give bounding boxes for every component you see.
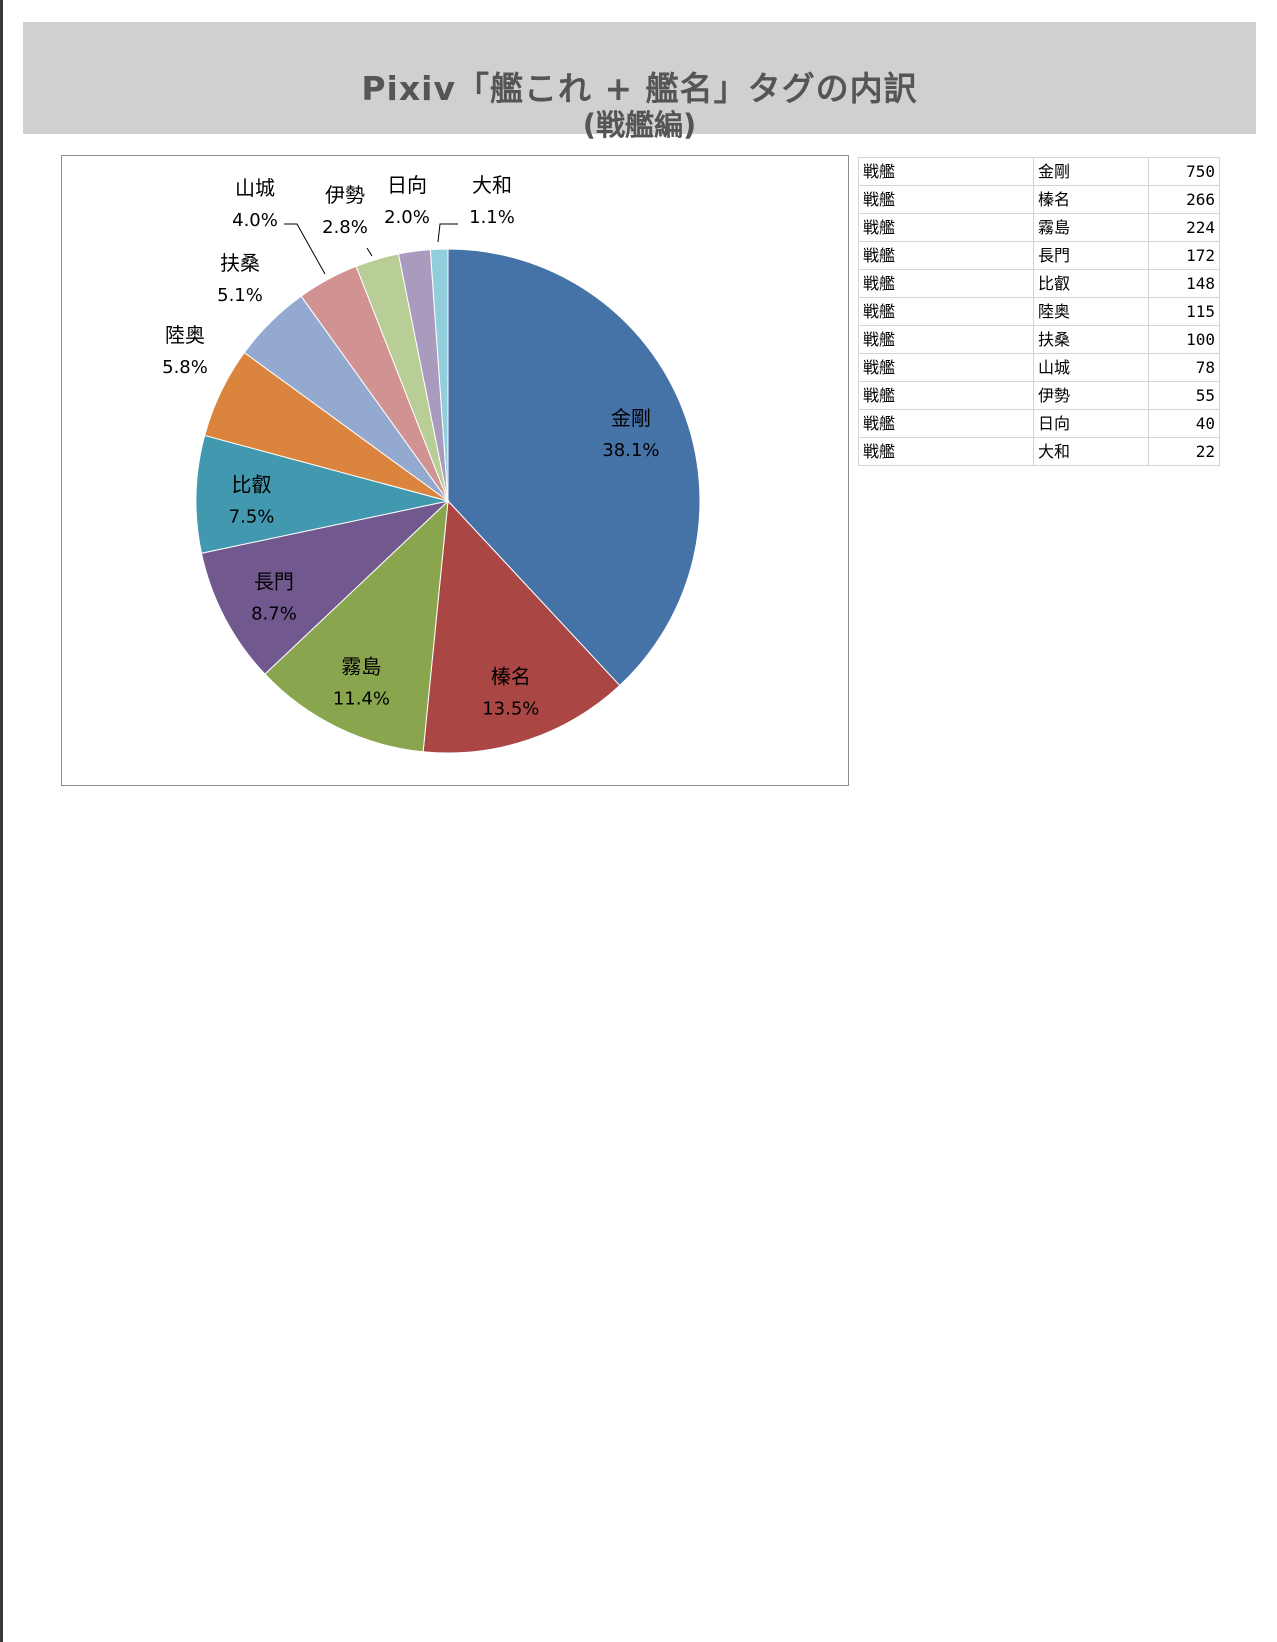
slice-percent-label: 13.5% [482, 698, 539, 719]
leader-line [284, 223, 326, 275]
slice-label: 榛名 [491, 664, 531, 688]
table-cell-type: 戦艦 [858, 409, 1034, 438]
slice-percent-label: 5.1% [217, 285, 263, 306]
table-cell-type: 戦艦 [858, 353, 1034, 382]
slice-label: 山城 [235, 176, 275, 200]
table-row: 戦艦 榛名 266 [858, 185, 1220, 214]
table-cell-count: 266 [1148, 185, 1220, 214]
table-cell-name: 日向 [1033, 409, 1149, 438]
slice-percent-label: 11.4% [333, 688, 390, 709]
table-cell-count: 750 [1148, 157, 1220, 186]
table-row: 戦艦 山城 78 [858, 353, 1220, 382]
window-edge-right [0, 821, 3, 1642]
slice-percent-label: 4.0% [232, 210, 278, 231]
table-cell-count: 115 [1148, 297, 1220, 326]
table-row: 戦艦 長門 172 [858, 241, 1220, 270]
table-cell-name: 金剛 [1033, 157, 1149, 186]
table-cell-type: 戦艦 [858, 381, 1034, 410]
slice-label: 比叡 [232, 473, 272, 497]
slice-percent-label: 2.0% [384, 207, 430, 228]
slice-label: 長門 [254, 569, 294, 593]
slice-percent-label: 7.5% [229, 507, 275, 528]
title-banner: Pixiv「艦これ + 艦名」タグの内訳 (戦艦編) [23, 22, 1256, 142]
pie-chart: 金剛 38.1% 榛名 13.5% 霧島 11.4% 長門 8.7% 比叡 7.5% 陸奥 5.8% 扶… [162, 173, 701, 754]
table-cell-count: 22 [1148, 437, 1220, 466]
table-row: 戦艦 伊勢 55 [858, 381, 1220, 410]
slice-percent-label: 2.8% [322, 217, 368, 238]
slice-label: 金剛 [611, 406, 651, 430]
slice-label: 霧島 [341, 654, 381, 678]
table-cell-type: 戦艦 [858, 325, 1034, 354]
table-cell-type: 戦艦 [858, 437, 1034, 466]
slice-label: 日向 [387, 173, 427, 197]
slice-percent-label: 5.8% [162, 357, 208, 378]
table-cell-name: 大和 [1033, 437, 1149, 466]
table-cell-type: 戦艦 [858, 157, 1034, 186]
table-cell-count: 100 [1148, 325, 1220, 354]
slice-label: 陸奥 [165, 323, 205, 347]
table-cell-count: 172 [1148, 241, 1220, 270]
chart-title: Pixiv「艦これ + 艦名」タグの内訳 [361, 69, 918, 108]
table-cell-count: 224 [1148, 213, 1220, 242]
slice-label: 伊勢 [325, 183, 365, 207]
table-row: 戦艦 大和 22 [858, 437, 1220, 466]
table-cell-name: 山城 [1033, 353, 1149, 382]
leader-line [366, 247, 373, 257]
pie-chart-area: 金剛 38.1% 榛名 13.5% 霧島 11.4% 長門 8.7% 比叡 7.5% 陸奥 5.8% 扶… [61, 155, 849, 786]
table-row: 戦艦 霧島 224 [858, 213, 1220, 242]
table-cell-type: 戦艦 [858, 213, 1034, 242]
window-edge-left [0, 0, 3, 821]
table-cell-count: 78 [1148, 353, 1220, 382]
slice-percent-label: 8.7% [251, 603, 297, 624]
table-row: 戦艦 金剛 750 [858, 157, 1220, 186]
table-row: 戦艦 扶桑 100 [858, 325, 1220, 354]
slice-label: 大和 [472, 173, 512, 197]
pie-slice [447, 248, 701, 687]
table-row: 戦艦 陸奥 115 [858, 297, 1220, 326]
table-cell-name: 陸奥 [1033, 297, 1149, 326]
table-cell-name: 霧島 [1033, 213, 1149, 242]
table-cell-count: 40 [1148, 409, 1220, 438]
data-table: 戦艦 金剛 750 戦艦 榛名 266 戦艦 霧島 224 戦艦 長門 172 戦艦 比叡 148 戦艦 陸奥 1… [858, 157, 1220, 466]
leader-line [437, 223, 458, 243]
table-cell-name: 扶桑 [1033, 325, 1149, 354]
pie-slice [429, 248, 449, 502]
table-cell-type: 戦艦 [858, 297, 1034, 326]
slice-label: 扶桑 [220, 251, 260, 275]
slice-percent-label: 38.1% [602, 440, 659, 461]
table-cell-type: 戦艦 [858, 269, 1034, 298]
table-cell-name: 榛名 [1033, 185, 1149, 214]
pie-slice [422, 499, 621, 754]
table-cell-name: 比叡 [1033, 269, 1149, 298]
pie-slice [195, 434, 449, 554]
pie-slice [200, 500, 450, 675]
table-cell-type: 戦艦 [858, 185, 1034, 214]
pie-slice [264, 499, 449, 753]
chart-subtitle: (戦艦編) [582, 108, 697, 142]
table-cell-type: 戦艦 [858, 241, 1034, 270]
table-cell-count: 55 [1148, 381, 1220, 410]
table-cell-name: 伊勢 [1033, 381, 1149, 410]
slice-percent-label: 1.1% [469, 207, 515, 228]
table-row: 戦艦 日向 40 [858, 409, 1220, 438]
table-cell-name: 長門 [1033, 241, 1149, 270]
table-cell-count: 148 [1148, 269, 1220, 298]
table-row: 戦艦 比叡 148 [858, 269, 1220, 298]
